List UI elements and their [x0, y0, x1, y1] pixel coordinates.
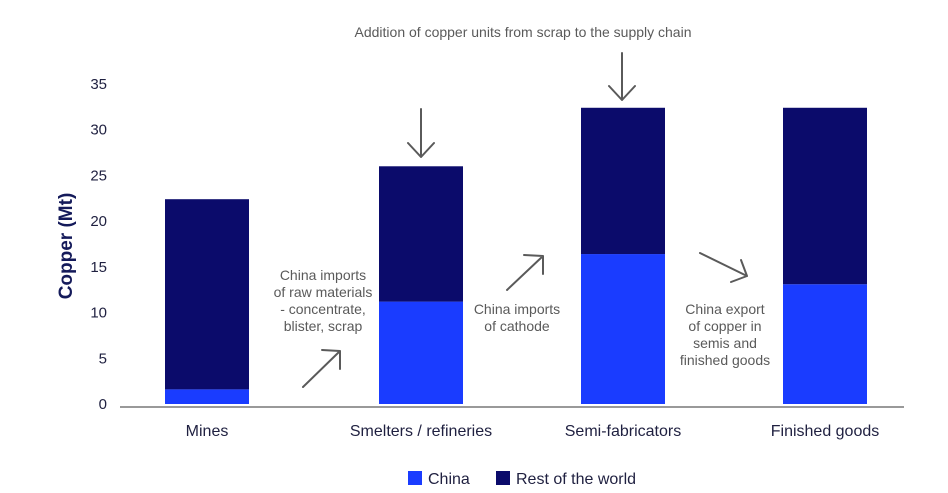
legend-swatch-rest-of-world: [496, 471, 510, 485]
annotation-export-line: China export: [685, 301, 764, 317]
bar-segment-rest-of-world: [165, 199, 249, 390]
bar-segment-rest-of-world: [379, 166, 463, 302]
y-tick-label: 15: [90, 259, 107, 276]
category-label: Finished goods: [771, 423, 880, 440]
arrow-down-icon: [407, 108, 435, 158]
bar-segment-rest-of-world: [581, 107, 665, 255]
arrow-up-right-icon: [506, 254, 544, 291]
bars-group: [165, 107, 867, 404]
bar-segment-china: [783, 284, 867, 404]
category-label: Mines: [186, 423, 229, 440]
y-tick-label: 5: [99, 350, 107, 367]
annotation-raw-line: China imports: [280, 267, 366, 283]
y-tick-label: 25: [90, 167, 107, 184]
annotation-export-line: of copper in: [688, 318, 761, 334]
y-axis-ticks: 0 5 10 15 20 25 30 35: [90, 76, 107, 413]
legend-label-china: China: [428, 471, 470, 488]
y-tick-label: 10: [90, 305, 107, 322]
annotation-cathode: China imports of cathode: [474, 301, 560, 334]
annotation-cathode-line: of cathode: [484, 318, 550, 334]
annotation-raw-line: - concentrate,: [280, 301, 366, 317]
legend-swatch-china: [408, 471, 422, 485]
annotation-raw-materials: China imports of raw materials - concent…: [274, 267, 373, 334]
annotation-export-line: finished goods: [680, 352, 770, 368]
legend-label-rest-of-world: Rest of the world: [516, 471, 636, 488]
annotation-raw-line: of raw materials: [274, 284, 373, 300]
annotation-export-line: semis and: [693, 335, 757, 351]
y-axis-label: Copper (Mt): [56, 193, 77, 300]
category-labels: Mines Smelters / refineries Semi-fabricato…: [186, 423, 880, 440]
bar-segment-china: [379, 301, 463, 404]
annotation-top: Addition of copper units from scrap to t…: [355, 24, 692, 40]
bar-segment-china: [165, 389, 249, 404]
annotation-raw-line: blister, scrap: [284, 318, 363, 334]
bar-segment-china: [581, 254, 665, 404]
y-tick-label: 20: [90, 213, 107, 230]
arrow-down-icon: [608, 52, 636, 101]
arrow-down-right-icon: [699, 252, 748, 283]
category-label: Semi-fabricators: [565, 423, 681, 440]
legend: China Rest of the world: [408, 471, 636, 488]
y-tick-label: 0: [99, 396, 107, 413]
y-tick-label: 35: [90, 76, 107, 93]
annotation-cathode-line: China imports: [474, 301, 560, 317]
arrow-up-right-icon: [302, 349, 341, 388]
annotation-export: China export of copper in semis and fini…: [680, 301, 770, 368]
bar-segment-rest-of-world: [783, 107, 867, 285]
category-label: Smelters / refineries: [350, 423, 492, 440]
y-tick-label: 30: [90, 122, 107, 139]
